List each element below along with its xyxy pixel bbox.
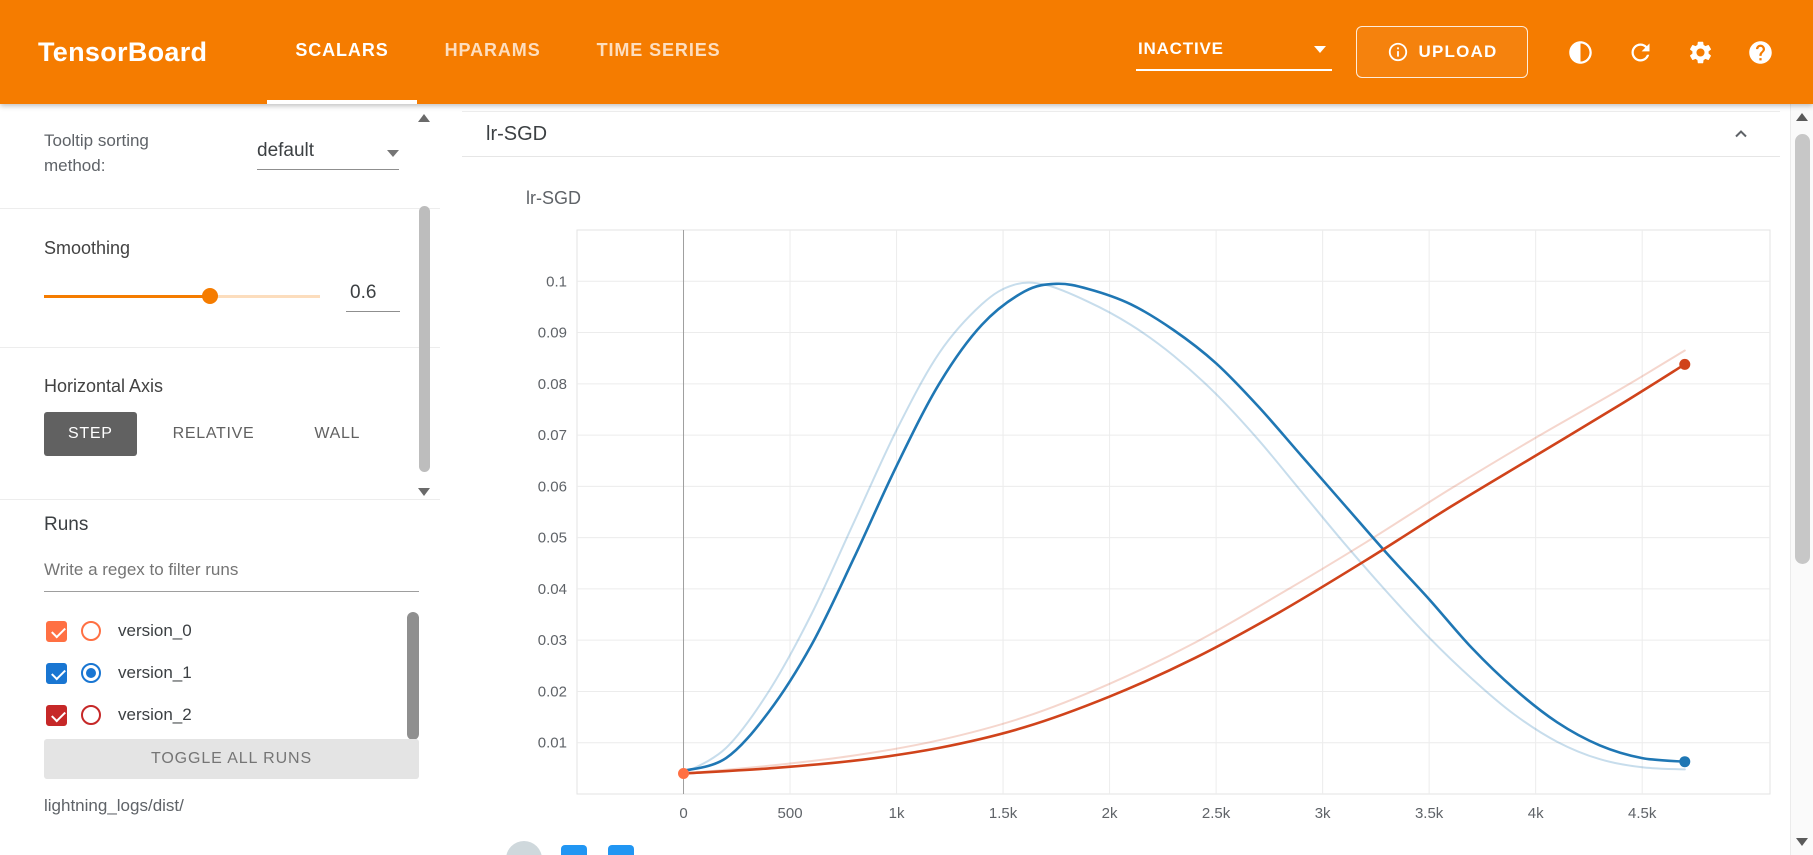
runs-filter-input[interactable] (44, 554, 419, 592)
run-radio[interactable] (81, 705, 101, 725)
relative-button[interactable]: RELATIVE (149, 412, 279, 456)
svg-text:2k: 2k (1102, 805, 1118, 822)
run-checkbox[interactable] (46, 704, 67, 726)
chart-card-header: lr-SGD (462, 111, 1780, 157)
main-content: lr-SGD lr-SGD 0.01 0.02 0.03 0.04 0.05 0.06 0.… (440, 104, 1813, 855)
tab-time-series[interactable]: TIME SERIES (596, 39, 721, 60)
smoothing-label: Smoothing (44, 238, 131, 258)
divider (0, 499, 440, 500)
help-icon (1748, 40, 1772, 64)
scrollbar-thumb[interactable] (419, 206, 430, 472)
smoothing-slider-thumb[interactable] (201, 288, 218, 304)
svg-text:3k: 3k (1315, 805, 1331, 822)
run-checkbox[interactable] (46, 620, 67, 642)
refresh-button[interactable] (1616, 28, 1664, 76)
scroll-down-icon[interactable] (418, 488, 430, 496)
svg-text:0.04: 0.04 (538, 581, 567, 598)
log-path: lightning_logs/dist/ (44, 796, 184, 815)
tab-bar: SCALARS HPARAMS TIME SERIES (267, 0, 748, 104)
svg-text:0.03: 0.03 (538, 632, 567, 649)
run-row: version_1 (46, 652, 396, 694)
smoothing-slider-fill (44, 294, 210, 298)
info-icon (1388, 42, 1407, 62)
app-body: Tooltip sorting method: default Smoothin… (0, 104, 1813, 855)
svg-text:2.5k: 2.5k (1202, 805, 1231, 822)
run-row: version_0 (46, 610, 396, 652)
svg-text:0.08: 0.08 (538, 376, 567, 393)
svg-text:4.5k: 4.5k (1628, 805, 1657, 822)
wall-button[interactable]: WALL (290, 412, 384, 456)
svg-text:0.07: 0.07 (538, 427, 567, 444)
svg-text:1k: 1k (889, 805, 905, 822)
scalar-chart[interactable]: 0.01 0.02 0.03 0.04 0.05 0.06 0.07 0.08 0.09 0.1 0… (500, 222, 1800, 822)
tab-hparams[interactable]: HPARAMS (444, 39, 541, 60)
scroll-up-icon[interactable] (418, 114, 430, 122)
svg-text:0.01: 0.01 (538, 735, 567, 752)
chevron-up-icon (1735, 130, 1747, 138)
gear-icon (1689, 41, 1711, 63)
app-header: TensorBoard SCALARS HPARAMS TIME SERIES … (0, 0, 1813, 104)
chevron-down-icon (387, 150, 399, 157)
refresh-icon (1631, 43, 1649, 61)
scroll-up-icon[interactable] (1796, 113, 1808, 121)
header-actions: INACTIVE UPLOAD (1136, 0, 1813, 104)
chart-run-toggle-button[interactable] (506, 841, 542, 855)
runs-scrollbar-thumb[interactable] (407, 612, 419, 740)
chevron-down-icon (1314, 45, 1326, 53)
horizontal-axis-label: Horizontal Axis (44, 376, 164, 396)
smoothing-control: 0.6 (44, 280, 400, 312)
upload-button[interactable]: UPLOAD (1356, 26, 1528, 78)
sidebar-scrollbar[interactable] (417, 110, 432, 500)
svg-text:0.05: 0.05 (538, 530, 567, 547)
svg-text:0.06: 0.06 (538, 478, 567, 495)
divider (0, 208, 440, 209)
run-row: version_2 (46, 694, 396, 736)
svg-text:4k: 4k (1528, 805, 1544, 822)
theme-toggle-button[interactable] (1556, 28, 1604, 76)
toggle-all-runs-button[interactable]: TOGGLE ALL RUNS (44, 739, 419, 779)
smoothing-value-input[interactable]: 0.6 (346, 280, 400, 312)
svg-text:0: 0 (679, 805, 687, 822)
tooltip-sorting-value: default (257, 140, 315, 161)
scroll-down-icon[interactable] (1796, 838, 1808, 846)
run-checkbox[interactable] (46, 662, 67, 684)
step-button[interactable]: STEP (44, 412, 137, 456)
runs-label: Runs (44, 514, 89, 535)
upload-button-label: UPLOAD (1418, 42, 1498, 61)
svg-text:0.02: 0.02 (538, 683, 567, 700)
help-button[interactable] (1736, 28, 1784, 76)
sidebar: Tooltip sorting method: default Smoothin… (0, 104, 440, 855)
smoothing-slider[interactable] (44, 288, 320, 304)
run-radio[interactable] (81, 621, 101, 641)
svg-text:3.5k: 3.5k (1415, 805, 1444, 822)
inactive-dropdown[interactable]: INACTIVE (1136, 33, 1332, 71)
tooltip-sorting-label: Tooltip sorting method: (44, 131, 149, 175)
svg-text:0.1: 0.1 (546, 273, 567, 290)
horizontal-axis-buttons: STEP RELATIVE WALL (44, 412, 384, 456)
chart-title: lr-SGD (526, 188, 581, 208)
scrollbar-thumb[interactable] (1795, 134, 1810, 564)
app-title: TensorBoard (38, 36, 208, 67)
chart-toolbar-button[interactable] (608, 845, 634, 855)
run-label: version_1 (118, 663, 192, 682)
run-label: version_0 (118, 621, 192, 640)
tooltip-sorting-dropdown[interactable]: default (257, 126, 399, 170)
run-radio[interactable] (81, 663, 101, 683)
contrast-icon (1568, 40, 1592, 64)
svg-text:0.09: 0.09 (538, 325, 567, 342)
inactive-dropdown-value: INACTIVE (1138, 39, 1224, 58)
settings-button[interactable] (1676, 28, 1724, 76)
divider (0, 347, 440, 348)
chart-toolbar-button[interactable] (561, 845, 587, 855)
card-title: lr-SGD (486, 122, 548, 145)
tab-scalars[interactable]: SCALARS (267, 0, 417, 104)
svg-text:1.5k: 1.5k (989, 805, 1018, 822)
collapse-card-button[interactable] (1726, 119, 1756, 149)
page-scrollbar[interactable] (1790, 104, 1813, 855)
svg-text:500: 500 (778, 805, 803, 822)
run-label: version_2 (118, 705, 192, 724)
